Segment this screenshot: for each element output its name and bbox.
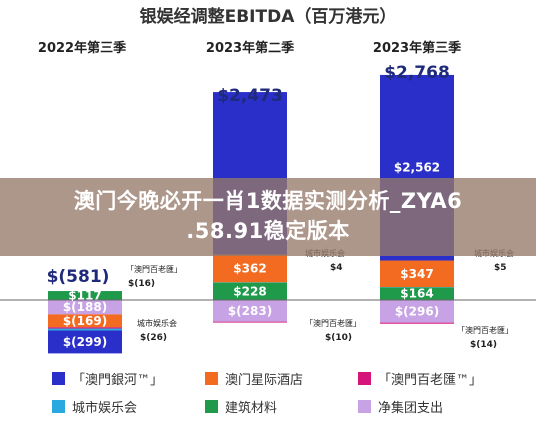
watermark-band xyxy=(0,178,536,256)
callout-value: $(10) xyxy=(325,333,352,343)
legend-swatch xyxy=(52,372,65,385)
bar-segment xyxy=(380,287,454,300)
callout-value: $4 xyxy=(330,263,343,273)
bar-segment xyxy=(380,260,454,288)
bar-segment xyxy=(213,282,287,300)
segment-label: $(283) xyxy=(228,304,272,318)
bar-segment xyxy=(48,291,122,300)
callout-text: 「澳門百老匯」 xyxy=(457,325,513,335)
legend-swatch xyxy=(358,400,371,413)
segment-label: $(296) xyxy=(395,304,439,318)
callout-text: 「澳門百老匯」 xyxy=(305,318,361,328)
bar-segment xyxy=(213,300,287,322)
callout-text: 「澳門百老匯」 xyxy=(126,264,182,274)
legend-label: 建筑材料 xyxy=(225,400,277,416)
total-label: $2,768 xyxy=(384,63,450,83)
segment-label: $2,562 xyxy=(394,161,440,175)
segment-label: $347 xyxy=(400,267,433,281)
callout-value: $(14) xyxy=(470,340,497,350)
bar-segment xyxy=(48,328,122,331)
bar-segment xyxy=(48,314,122,328)
legend-label: 城市娱乐会 xyxy=(72,400,137,416)
bar-segment xyxy=(380,322,454,324)
watermark-text: 澳门今晚必开一肖1数据实测分析_ZYA6 .58.91稳定版本 xyxy=(0,186,536,246)
legend-swatch xyxy=(205,372,218,385)
bar-segment xyxy=(48,327,122,329)
total-label: $2,473 xyxy=(217,86,283,106)
watermark-line-2: .58.91稳定版本 xyxy=(186,219,350,243)
category-label: 2023年第三季 xyxy=(373,40,461,56)
legend-label: 「澳門百老匯™」 xyxy=(378,372,482,388)
total-label: $(581) xyxy=(47,267,110,287)
chart-title: 银娱经调整EBITDA（百万港元） xyxy=(140,6,397,27)
bar-segment xyxy=(48,330,122,354)
segment-label: $(299) xyxy=(63,335,107,349)
legend-swatch xyxy=(52,400,65,413)
category-label: 2022年第三季 xyxy=(38,40,126,56)
legend-swatch xyxy=(358,372,371,385)
segment-label: $362 xyxy=(233,261,266,275)
callout-value: $(16) xyxy=(128,279,155,289)
segment-label: $(188) xyxy=(63,300,107,314)
callout-text: 城市娱乐会 xyxy=(137,318,177,328)
legend-label: 「澳門銀河™」 xyxy=(72,372,163,388)
segment-label: $117 xyxy=(68,289,101,303)
bar-segment xyxy=(48,300,122,315)
callout-value: $5 xyxy=(494,263,507,273)
callout-value: $(26) xyxy=(140,333,167,343)
segment-label: $228 xyxy=(233,284,266,298)
bar-segment xyxy=(213,321,287,323)
watermark-line-1: 澳门今晚必开一肖1数据实测分析_ZYA6 xyxy=(73,189,463,213)
segment-label: $164 xyxy=(400,287,433,301)
bar-segment xyxy=(380,300,454,323)
legend-label: 净集团支出 xyxy=(378,400,443,416)
bar-segment xyxy=(213,254,287,283)
legend-label: 澳门星际酒店 xyxy=(225,372,303,388)
category-label: 2023年第二季 xyxy=(206,40,294,56)
legend-swatch xyxy=(205,400,218,413)
segment-label: $(169) xyxy=(63,314,107,328)
